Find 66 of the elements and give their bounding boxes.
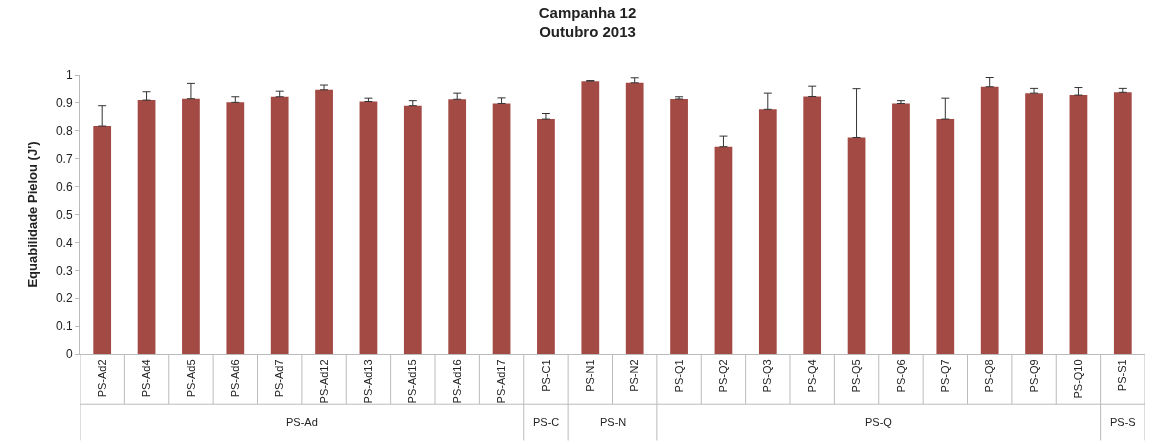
x-tick-label: PS-Q1 [672,359,685,393]
x-tick-label: PS-Q7 [938,359,951,393]
x-tick-label: PS-Ad17 [495,359,508,404]
bar [1069,95,1088,354]
x-tick-label: PS-Ad7 [273,359,286,398]
bar [403,105,422,354]
text: PS-N [600,416,627,428]
x-tick-label: PS-Ad2 [95,359,108,398]
x-tick-label: PS-C1 [539,359,552,392]
y-tick-label: 0.5 [55,207,73,222]
x-tick-label: PS-Q5 [850,359,863,393]
bar [892,103,910,354]
x-tick-label: PS-Q6 [894,359,907,393]
bar [492,103,511,354]
x-tick-label: PS-Q8 [983,359,996,393]
y-tick-label: 0.4 [55,235,73,250]
bar [980,86,999,354]
x-tick-label: PS-Ad4 [140,359,153,398]
bar [1113,92,1132,354]
y-tick-label: 0.7 [55,151,73,166]
x-tick-label: PS-N2 [628,359,641,392]
y-tick-label: 0.3 [55,263,73,278]
bar [537,119,555,354]
bar [137,100,156,354]
x-tick-label: PS-Ad16 [450,359,463,404]
text: PS-C [533,416,560,428]
x-tick-label: PS-S1 [1116,359,1129,392]
y-tick-label: 0.1 [55,319,73,334]
bar [270,96,289,354]
bar [93,126,112,354]
bar [758,109,777,354]
x-tick-label: PS-Q4 [805,359,818,393]
x-tick-label: PS-Q9 [1027,359,1040,393]
bar [936,119,955,354]
bar [714,146,733,354]
bar [1025,93,1043,354]
bar [803,96,822,354]
bar [315,89,333,354]
bar [670,98,688,354]
y-tick-label: 0.8 [55,124,73,138]
text: PS-S [1110,416,1136,428]
x-tick-label: PS-N1 [583,359,596,392]
bar [625,82,644,354]
bar [847,137,866,354]
y-tick-label: 0.6 [55,179,73,194]
y-tick-label: 0.9 [55,96,73,111]
y-axis-title: Equabilidade Pielou (J') [24,141,40,288]
x-tick-label: PS-Q2 [717,359,730,393]
bar [182,98,200,354]
x-tick-label: PS-Q3 [761,359,774,393]
bar [581,81,600,354]
bar [359,101,378,354]
y-tick-label: 0.2 [55,291,73,306]
y-tick-label: 0 [65,347,73,362]
x-tick-label: PS-Ad12 [317,359,330,404]
x-tick-label: PS-Ad5 [184,359,197,398]
x-tick-label: PS-Ad13 [362,359,375,404]
bar [448,99,467,354]
chart-title: Campanha 12 Outubro 2013 [538,3,637,41]
bar [226,102,245,354]
text: PS-Q [865,416,893,428]
x-tick-label: PS-Ad15 [406,359,419,404]
x-tick-label: PS-Ad6 [228,359,241,398]
text: PS-Ad [286,416,318,428]
y-tick-label: 1 [65,68,73,83]
x-tick-label: PS-Q10 [1072,359,1085,399]
